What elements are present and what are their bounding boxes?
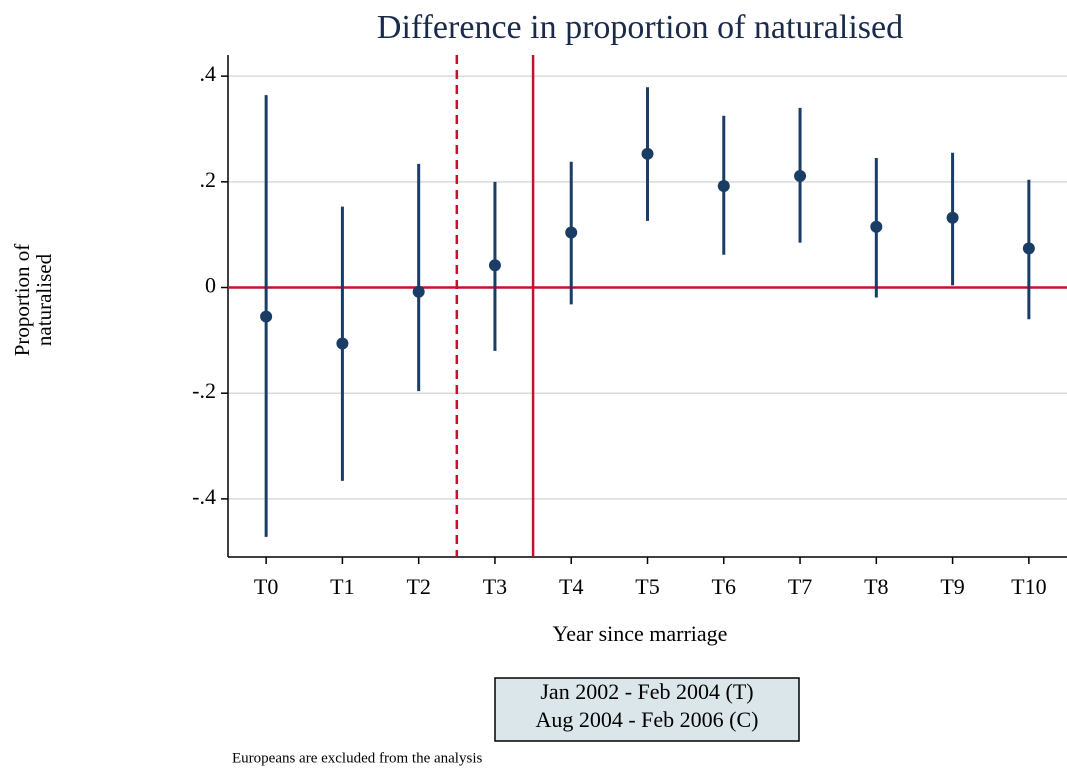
y-tick-label: -.4	[192, 484, 216, 509]
point-estimate	[717, 180, 730, 193]
point-estimate	[794, 170, 807, 183]
y-tick-label: .4	[200, 61, 217, 86]
y-axis-label: Proportion of naturalised	[10, 244, 56, 357]
x-tick-label: T5	[635, 574, 659, 599]
y-tick-label: .2	[200, 167, 217, 192]
point-estimate	[260, 310, 273, 323]
y-tick-label: 0	[205, 273, 216, 298]
chart-title: Difference in proportion of naturalised	[377, 9, 903, 46]
y-tick-label: -.2	[192, 378, 216, 403]
legend-box	[494, 677, 800, 742]
y-axis-label-line: Proportion of	[10, 244, 34, 357]
x-tick-label: T4	[559, 574, 583, 599]
point-estimate	[336, 337, 349, 350]
point-estimate	[1022, 242, 1035, 255]
point-estimate	[488, 259, 501, 272]
x-tick-label: T0	[254, 574, 278, 599]
x-tick-label: T3	[483, 574, 507, 599]
y-axis-label-line: naturalised	[32, 253, 56, 346]
x-tick-label: T1	[330, 574, 354, 599]
legend-line: Aug 2004 - Feb 2006 (C)	[535, 707, 758, 732]
note: Europeans are excluded from the analysis	[232, 750, 482, 766]
x-tick-label: T6	[712, 574, 736, 599]
x-tick-label: T8	[864, 574, 888, 599]
legend-line: Jan 2002 - Feb 2004 (T)	[540, 679, 753, 704]
point-estimate	[412, 285, 425, 298]
point-estimate	[641, 147, 654, 160]
x-tick-label: T7	[788, 574, 812, 599]
point-estimate	[565, 226, 578, 239]
x-tick-label: T2	[406, 574, 430, 599]
point-estimate	[946, 211, 959, 224]
x-axis-label: Year since marriage	[553, 621, 728, 646]
point-estimate	[870, 220, 883, 233]
x-tick-label: T9	[940, 574, 964, 599]
x-tick-label: T10	[1011, 574, 1046, 599]
